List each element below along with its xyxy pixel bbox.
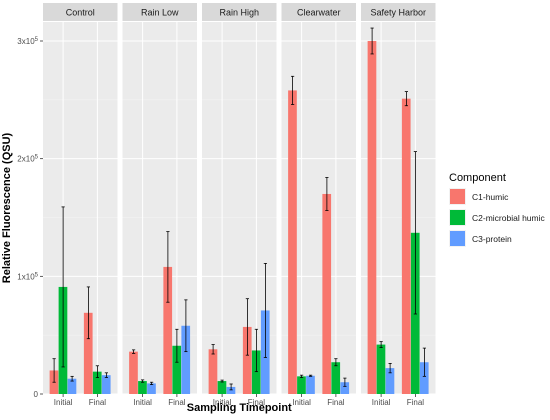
y-tick-label-1: 1x105 — [17, 272, 38, 281]
bar-rain-low-final-1 — [172, 345, 182, 394]
bar-safety-harbor-initial-0 — [367, 41, 377, 394]
y-tick-label-0: 0 — [34, 390, 39, 399]
x-tick-label-final: Final — [89, 398, 107, 407]
legend-label-1: C2-microbial humic — [472, 213, 545, 223]
bar-control-final-0 — [83, 312, 93, 394]
bar-clearwater-final-2 — [340, 382, 350, 394]
legend-title: Component — [449, 172, 506, 184]
legend-swatch-2 — [450, 231, 465, 246]
facet-label-2: Rain High — [219, 8, 259, 18]
bar-clearwater-final-1 — [331, 362, 341, 394]
facet-strip-0 — [43, 3, 118, 21]
x-tick-label-final: Final — [248, 398, 266, 407]
bar-control-final-2 — [101, 375, 111, 394]
x-tick-label-initial: Initial — [213, 398, 232, 407]
y-axis-title: Relative Fluorescence (QSU) — [1, 132, 13, 283]
y-tick-label-3: 3x105 — [17, 37, 38, 46]
bar-control-final-1 — [92, 371, 102, 394]
bar-rain-low-final-2 — [181, 325, 191, 394]
bar-rain-low-initial-1 — [138, 381, 147, 394]
bar-rain-high-final-0 — [242, 326, 252, 394]
bar-rain-high-initial-1 — [217, 381, 227, 394]
x-tick-label-final: Final — [407, 398, 425, 407]
x-tick-label-initial: Initial — [372, 398, 391, 407]
bar-rain-low-initial-0 — [129, 351, 138, 394]
bar-clearwater-final-0 — [322, 193, 332, 394]
bar-safety-harbor-initial-1 — [376, 344, 386, 394]
x-tick-label-initial: Initial — [292, 398, 311, 407]
x-tick-label-final: Final — [168, 398, 186, 407]
facet-label-1: Rain Low — [141, 8, 179, 18]
bar-safety-harbor-final-2 — [419, 362, 429, 394]
bar-clearwater-initial-1 — [297, 376, 306, 394]
bar-rain-low-final-0 — [163, 266, 173, 394]
legend-label-0: C1-humic — [472, 192, 509, 202]
facet-label-0: Control — [66, 8, 95, 18]
bar-clearwater-initial-0 — [288, 90, 297, 395]
x-tick-label-final: Final — [327, 398, 345, 407]
legend-label-2: C3-protein — [472, 234, 512, 244]
y-tick-label-2: 2x105 — [17, 155, 38, 164]
legend-swatch-1 — [450, 210, 465, 225]
facet-label-3: Clearwater — [297, 8, 341, 18]
bar-rain-high-initial-2 — [226, 386, 236, 394]
x-tick-label-initial: Initial — [54, 398, 73, 407]
bar-clearwater-initial-2 — [306, 375, 315, 394]
bar-rain-low-initial-2 — [147, 383, 156, 394]
bar-rain-high-final-1 — [251, 350, 261, 394]
facet-strip-4 — [361, 3, 436, 21]
facet-panel-0 — [43, 22, 118, 394]
bar-safety-harbor-final-0 — [401, 98, 411, 394]
facet-strip-2 — [202, 3, 277, 21]
facet-strip-3 — [281, 3, 356, 21]
x-tick-label-initial: Initial — [133, 398, 152, 407]
bar-rain-high-initial-0 — [208, 349, 218, 394]
bar-safety-harbor-initial-2 — [385, 368, 395, 394]
facet-label-4: Safety Harbor — [370, 8, 426, 18]
x-axis-title: Sampling Timepoint — [187, 402, 292, 414]
bar-control-initial-2 — [67, 378, 77, 394]
facet-strip-1 — [122, 3, 197, 21]
legend-swatch-0 — [450, 189, 465, 204]
